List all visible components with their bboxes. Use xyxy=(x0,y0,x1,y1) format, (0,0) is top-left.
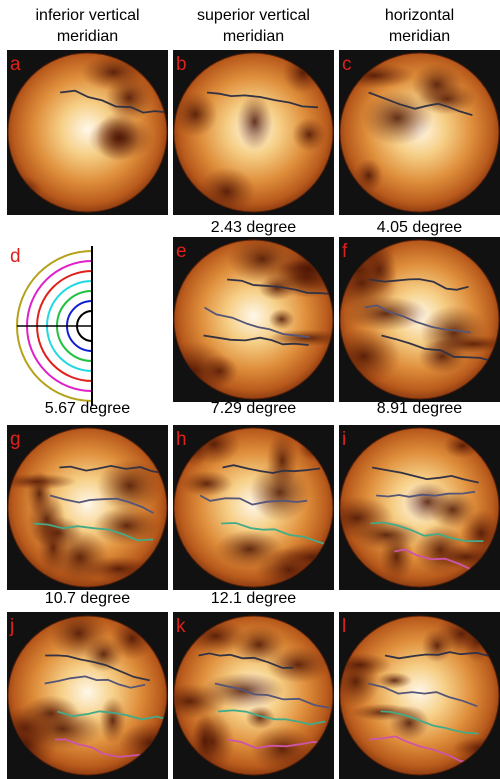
panel-letter: h xyxy=(176,429,187,450)
panel-label: 2.43 degree xyxy=(211,219,297,236)
dark-region xyxy=(422,629,453,663)
dark-region xyxy=(411,63,462,105)
dark-region xyxy=(88,116,153,160)
panel-letter: k xyxy=(176,616,186,637)
panel: g 5.67 degree xyxy=(0,400,168,590)
panel-letter: b xyxy=(176,54,187,75)
panel-label: 12.1 degree xyxy=(211,590,297,607)
panel-letter: d xyxy=(10,246,21,267)
panel: e 2.43 degree xyxy=(155,219,347,402)
panel-letter: g xyxy=(10,429,21,450)
panel-label: 7.29 degree xyxy=(211,400,297,417)
panel-label: 4.05 degree xyxy=(377,219,463,236)
dark-region xyxy=(351,520,421,549)
panel: d xyxy=(10,246,92,406)
panel-letter: a xyxy=(10,54,21,75)
panel: l xyxy=(328,612,500,779)
panel-letter: i xyxy=(342,429,346,450)
dark-region xyxy=(237,94,273,150)
panel-label: 8.91 degree xyxy=(377,400,463,417)
panel: j 10.7 degree xyxy=(0,590,183,779)
panel: a xyxy=(1,50,168,215)
panel: k 12.1 degree xyxy=(153,590,336,779)
page: inferior verticalmeridian superior vertic… xyxy=(0,0,500,779)
panel-letter: l xyxy=(342,616,346,637)
dark-region xyxy=(328,653,392,677)
panel-letter: j xyxy=(9,616,14,637)
dark-region xyxy=(269,309,295,330)
panel-letter: e xyxy=(176,241,187,262)
panel-label: 10.7 degree xyxy=(45,590,131,607)
dark-region xyxy=(292,118,326,152)
dark-region xyxy=(27,470,52,516)
panel: b xyxy=(173,50,334,216)
panel-label: 5.67 degree xyxy=(45,400,131,417)
dark-region xyxy=(22,708,102,749)
panel: i 8.91 degree xyxy=(321,400,500,590)
dark-region xyxy=(180,471,233,497)
figure: inferior verticalmeridian superior vertic… xyxy=(0,0,500,779)
dark-region xyxy=(429,491,476,529)
panel: c xyxy=(332,50,500,215)
panel: h 7.29 degree xyxy=(173,400,352,591)
panel-letter: c xyxy=(342,54,352,75)
panel: f 4.05 degree xyxy=(326,219,500,402)
panel-letter: f xyxy=(342,241,348,262)
